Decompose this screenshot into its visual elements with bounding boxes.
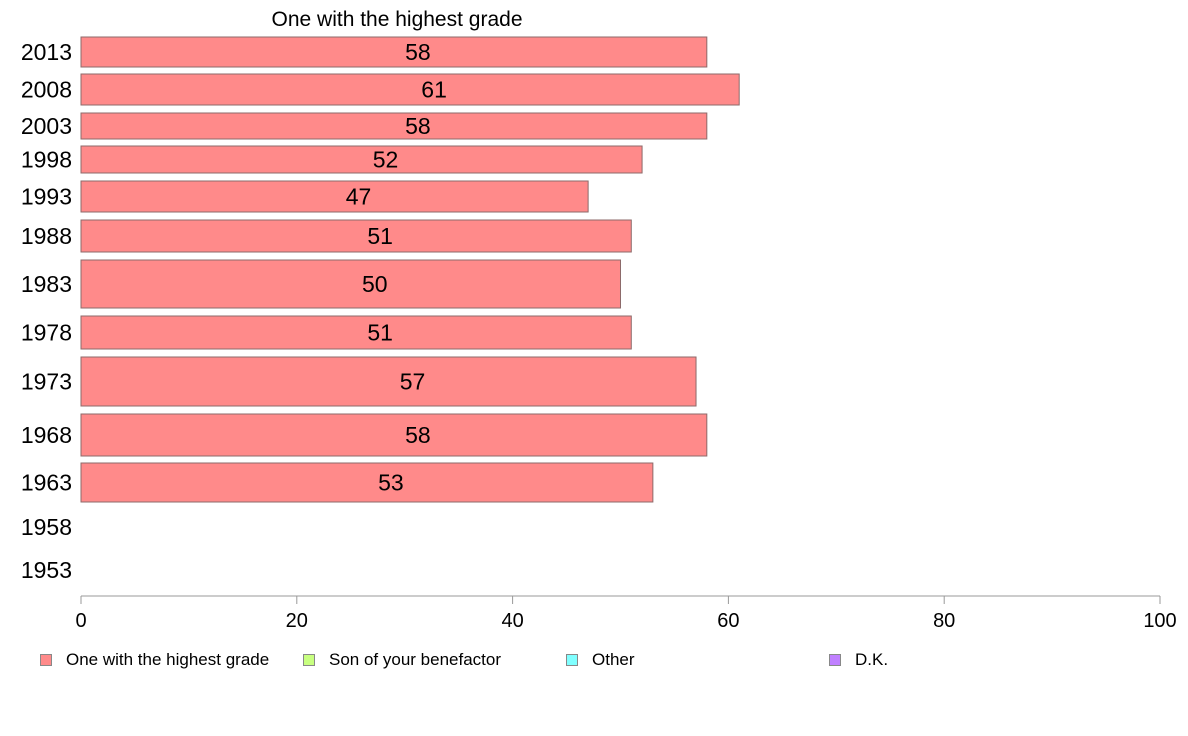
bar-value-label: 57 [400, 369, 426, 395]
legend-label: Other [592, 650, 635, 669]
y-tick-label: 1968 [21, 422, 72, 448]
legend-label: D.K. [855, 650, 889, 669]
bar-value-label: 52 [373, 147, 399, 173]
y-tick-label: 1978 [21, 320, 72, 346]
bar [80, 73, 740, 106]
bar-value-label: 53 [378, 470, 404, 496]
y-tick-label: 2003 [21, 113, 72, 139]
x-tick-label: 100 [1143, 610, 1176, 632]
y-tick-label: 1953 [21, 557, 72, 583]
y-tick-label: 1993 [21, 184, 72, 210]
legend-label: Son of your benefactor [329, 650, 502, 669]
y-tick-label: 2013 [21, 39, 72, 65]
y-tick-label: 1963 [21, 470, 72, 496]
legend-label: One with the highest grade [66, 650, 270, 669]
y-tick-label: 1983 [21, 271, 72, 297]
legend-swatch [566, 654, 578, 666]
bar [80, 315, 632, 350]
bar [80, 36, 708, 68]
bar [80, 145, 643, 174]
legend-swatch [40, 654, 52, 666]
legend: One with the highest grade Son of your b… [0, 650, 1188, 672]
legend-item-dk: D.K. [829, 650, 888, 670]
bar-value-label: 50 [362, 271, 388, 297]
bar [80, 112, 708, 140]
x-axis: 0 20 40 60 80 100 [75, 595, 1177, 632]
bar-value-label: 58 [405, 113, 431, 139]
legend-swatch [303, 654, 315, 666]
legend-swatch [829, 654, 841, 666]
bar [80, 356, 697, 407]
legend-item-other: Other [566, 650, 635, 670]
bar [80, 462, 654, 503]
bar [80, 413, 708, 457]
x-tick-label: 0 [75, 610, 86, 632]
bar [80, 259, 621, 309]
bar [80, 180, 589, 213]
y-tick-label: 1988 [21, 223, 72, 249]
y-tick-label: 2008 [21, 77, 72, 103]
y-tick-label: 1973 [21, 369, 72, 395]
x-tick-label: 80 [933, 610, 955, 632]
bar [80, 219, 632, 253]
bar-value-label: 61 [421, 77, 447, 103]
bar-value-label: 58 [405, 422, 431, 448]
chart-title: One with the highest grade [272, 8, 523, 31]
bar-value-label: 58 [405, 39, 431, 65]
y-axis-labels: 2013 2008 2003 1998 1993 1988 1983 1978 1973 1968… [21, 39, 72, 583]
y-tick-label: 1998 [21, 147, 72, 173]
legend-item-son-of-benefactor: Son of your benefactor [303, 650, 501, 670]
bar-value-label: 47 [346, 184, 372, 210]
x-tick-label: 60 [717, 610, 739, 632]
legend-item-highest-grade: One with the highest grade [40, 650, 269, 670]
bar-value-label: 51 [367, 223, 393, 249]
bar-value-label: 51 [367, 320, 393, 346]
x-tick-label: 20 [286, 610, 308, 632]
y-tick-label: 1958 [21, 514, 72, 540]
x-tick-label: 40 [501, 610, 523, 632]
